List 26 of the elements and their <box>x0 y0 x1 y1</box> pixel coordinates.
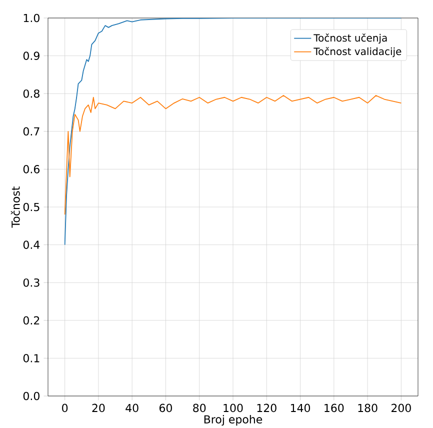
y-tick-label: 0.9 <box>23 52 40 60</box>
y-tick-label: 0.0 <box>23 392 40 400</box>
y-tick-label: 0.6 <box>23 165 40 174</box>
x-tick-label: 180 <box>358 404 378 412</box>
x-tick-label: 100 <box>224 404 243 412</box>
legend-label: Točnost učenja <box>314 34 387 44</box>
x-tick-label: 120 <box>257 404 276 412</box>
x-tick-label: 160 <box>324 404 344 412</box>
y-tick-label: 0.2 <box>23 316 40 325</box>
x-tick-label: 20 <box>92 404 105 412</box>
y-tick-label: 0.7 <box>23 127 40 136</box>
y-tick-label: 0.1 <box>23 354 40 362</box>
x-tick-label: 0 <box>62 404 68 412</box>
y-tick-label: 0.5 <box>23 202 40 212</box>
x-axis-title: Broj epohe <box>204 414 262 426</box>
x-tick-label: 40 <box>126 404 138 412</box>
y-tick-label: 0.4 <box>23 240 40 249</box>
x-tick-label: 140 <box>290 404 310 412</box>
x-tick-label: 60 <box>160 404 172 412</box>
x-tick-label: 200 <box>391 404 411 412</box>
y-tick-label: 1.0 <box>24 14 40 22</box>
y-tick-label: 0.8 <box>23 89 40 98</box>
x-tick-label: 80 <box>193 404 206 412</box>
y-axis-title: Točnost <box>10 186 20 228</box>
y-tick-label: 0.3 <box>23 278 40 287</box>
legend-label: Točnost validacije <box>314 47 402 58</box>
